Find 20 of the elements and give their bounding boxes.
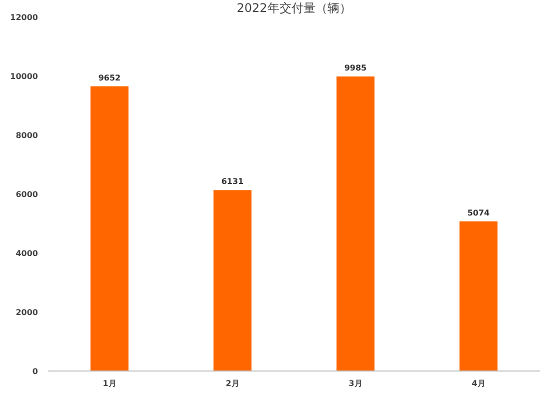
x-tick-label: 2月 xyxy=(226,379,240,388)
y-tick-label: 12000 xyxy=(10,13,38,22)
chart-title: 2022年交付量（辆） xyxy=(236,1,352,15)
y-tick-label: 2000 xyxy=(16,308,38,317)
y-tick-label: 0 xyxy=(32,367,38,376)
x-tick-label: 3月 xyxy=(348,379,362,388)
data-label: 9652 xyxy=(98,73,121,82)
data-label: 6131 xyxy=(221,177,244,186)
y-tick-label: 4000 xyxy=(16,249,38,258)
x-tick-label: 4月 xyxy=(472,379,486,388)
bar xyxy=(214,190,252,371)
data-label: 9985 xyxy=(344,63,368,72)
y-tick-label: 8000 xyxy=(16,131,38,140)
data-label: 5074 xyxy=(467,208,490,218)
bar xyxy=(90,86,128,371)
bar xyxy=(336,76,374,371)
bar xyxy=(460,221,498,371)
y-tick-label: 6000 xyxy=(16,190,38,199)
x-tick-label: 1月 xyxy=(102,379,116,388)
y-tick-label: 10000 xyxy=(10,72,38,81)
